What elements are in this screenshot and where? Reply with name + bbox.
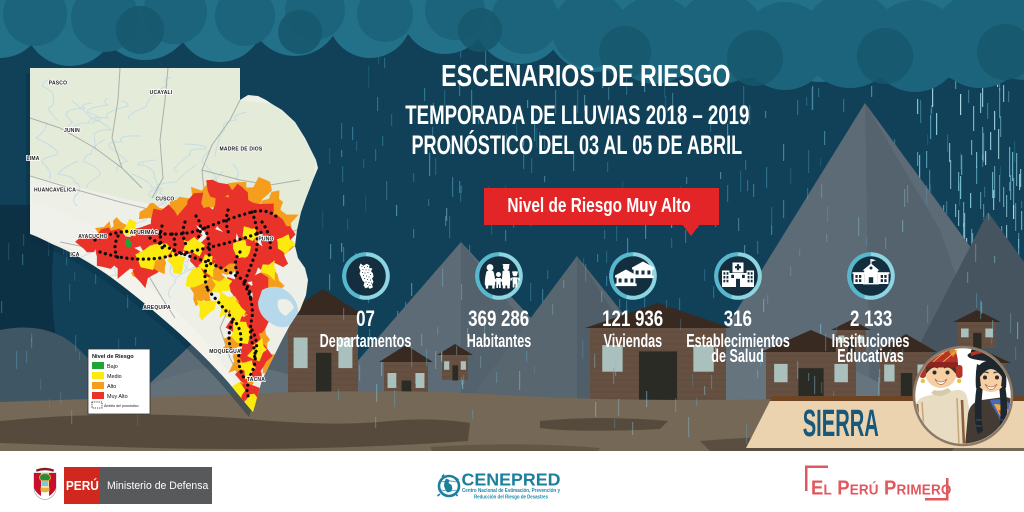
svg-text:Centro Nacional de Estimación,: Centro Nacional de Estimación, Prevenció… xyxy=(462,488,561,494)
svg-text:CENEPRED: CENEPRED xyxy=(462,470,561,490)
svg-text:Alto: Alto xyxy=(107,384,116,390)
svg-text:AREQUIPA: AREQUIPA xyxy=(143,305,171,311)
svg-text:Bajo: Bajo xyxy=(107,364,118,370)
svg-text:Ámbito del pronóstico: Ámbito del pronóstico xyxy=(104,404,139,408)
svg-text:AYACUCHO: AYACUCHO xyxy=(78,234,108,240)
svg-text:Medio: Medio xyxy=(107,374,122,380)
svg-text:PUNO: PUNO xyxy=(258,236,273,242)
svg-text:ICA: ICA xyxy=(70,252,79,258)
svg-text:EL PERÚ PRIMERO: EL PERÚ PRIMERO xyxy=(811,477,952,500)
svg-text:UCAYALI: UCAYALI xyxy=(150,90,173,96)
svg-text:CUSCO: CUSCO xyxy=(155,196,174,202)
svg-text:APURIMAC: APURIMAC xyxy=(130,230,159,236)
svg-text:JUNIN: JUNIN xyxy=(64,128,80,134)
svg-text:Reducción del Riesgo de Desast: Reducción del Riesgo de Desastres xyxy=(474,495,548,501)
svg-text:HUANCAVELICA: HUANCAVELICA xyxy=(34,187,76,193)
svg-text:Nivel de Riesgo: Nivel de Riesgo xyxy=(92,354,134,360)
svg-text:Muy Alto: Muy Alto xyxy=(107,394,128,400)
svg-text:MOQUEGUA: MOQUEGUA xyxy=(209,349,241,355)
svg-text:LIMA: LIMA xyxy=(26,156,39,162)
svg-text:TACNA: TACNA xyxy=(247,377,265,383)
svg-text:MADRE DE DIOS: MADRE DE DIOS xyxy=(220,146,263,152)
svg-text:PASCO: PASCO xyxy=(49,80,67,86)
